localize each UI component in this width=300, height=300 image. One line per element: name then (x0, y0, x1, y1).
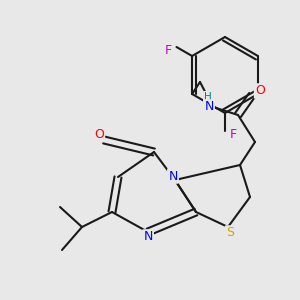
Text: H: H (204, 92, 212, 102)
Text: N: N (143, 230, 153, 244)
Text: N: N (168, 169, 178, 182)
Text: F: F (230, 128, 237, 140)
Text: N: N (204, 100, 214, 113)
Text: S: S (226, 226, 234, 239)
Text: O: O (94, 128, 104, 140)
Text: F: F (165, 44, 172, 56)
Text: O: O (255, 85, 265, 98)
